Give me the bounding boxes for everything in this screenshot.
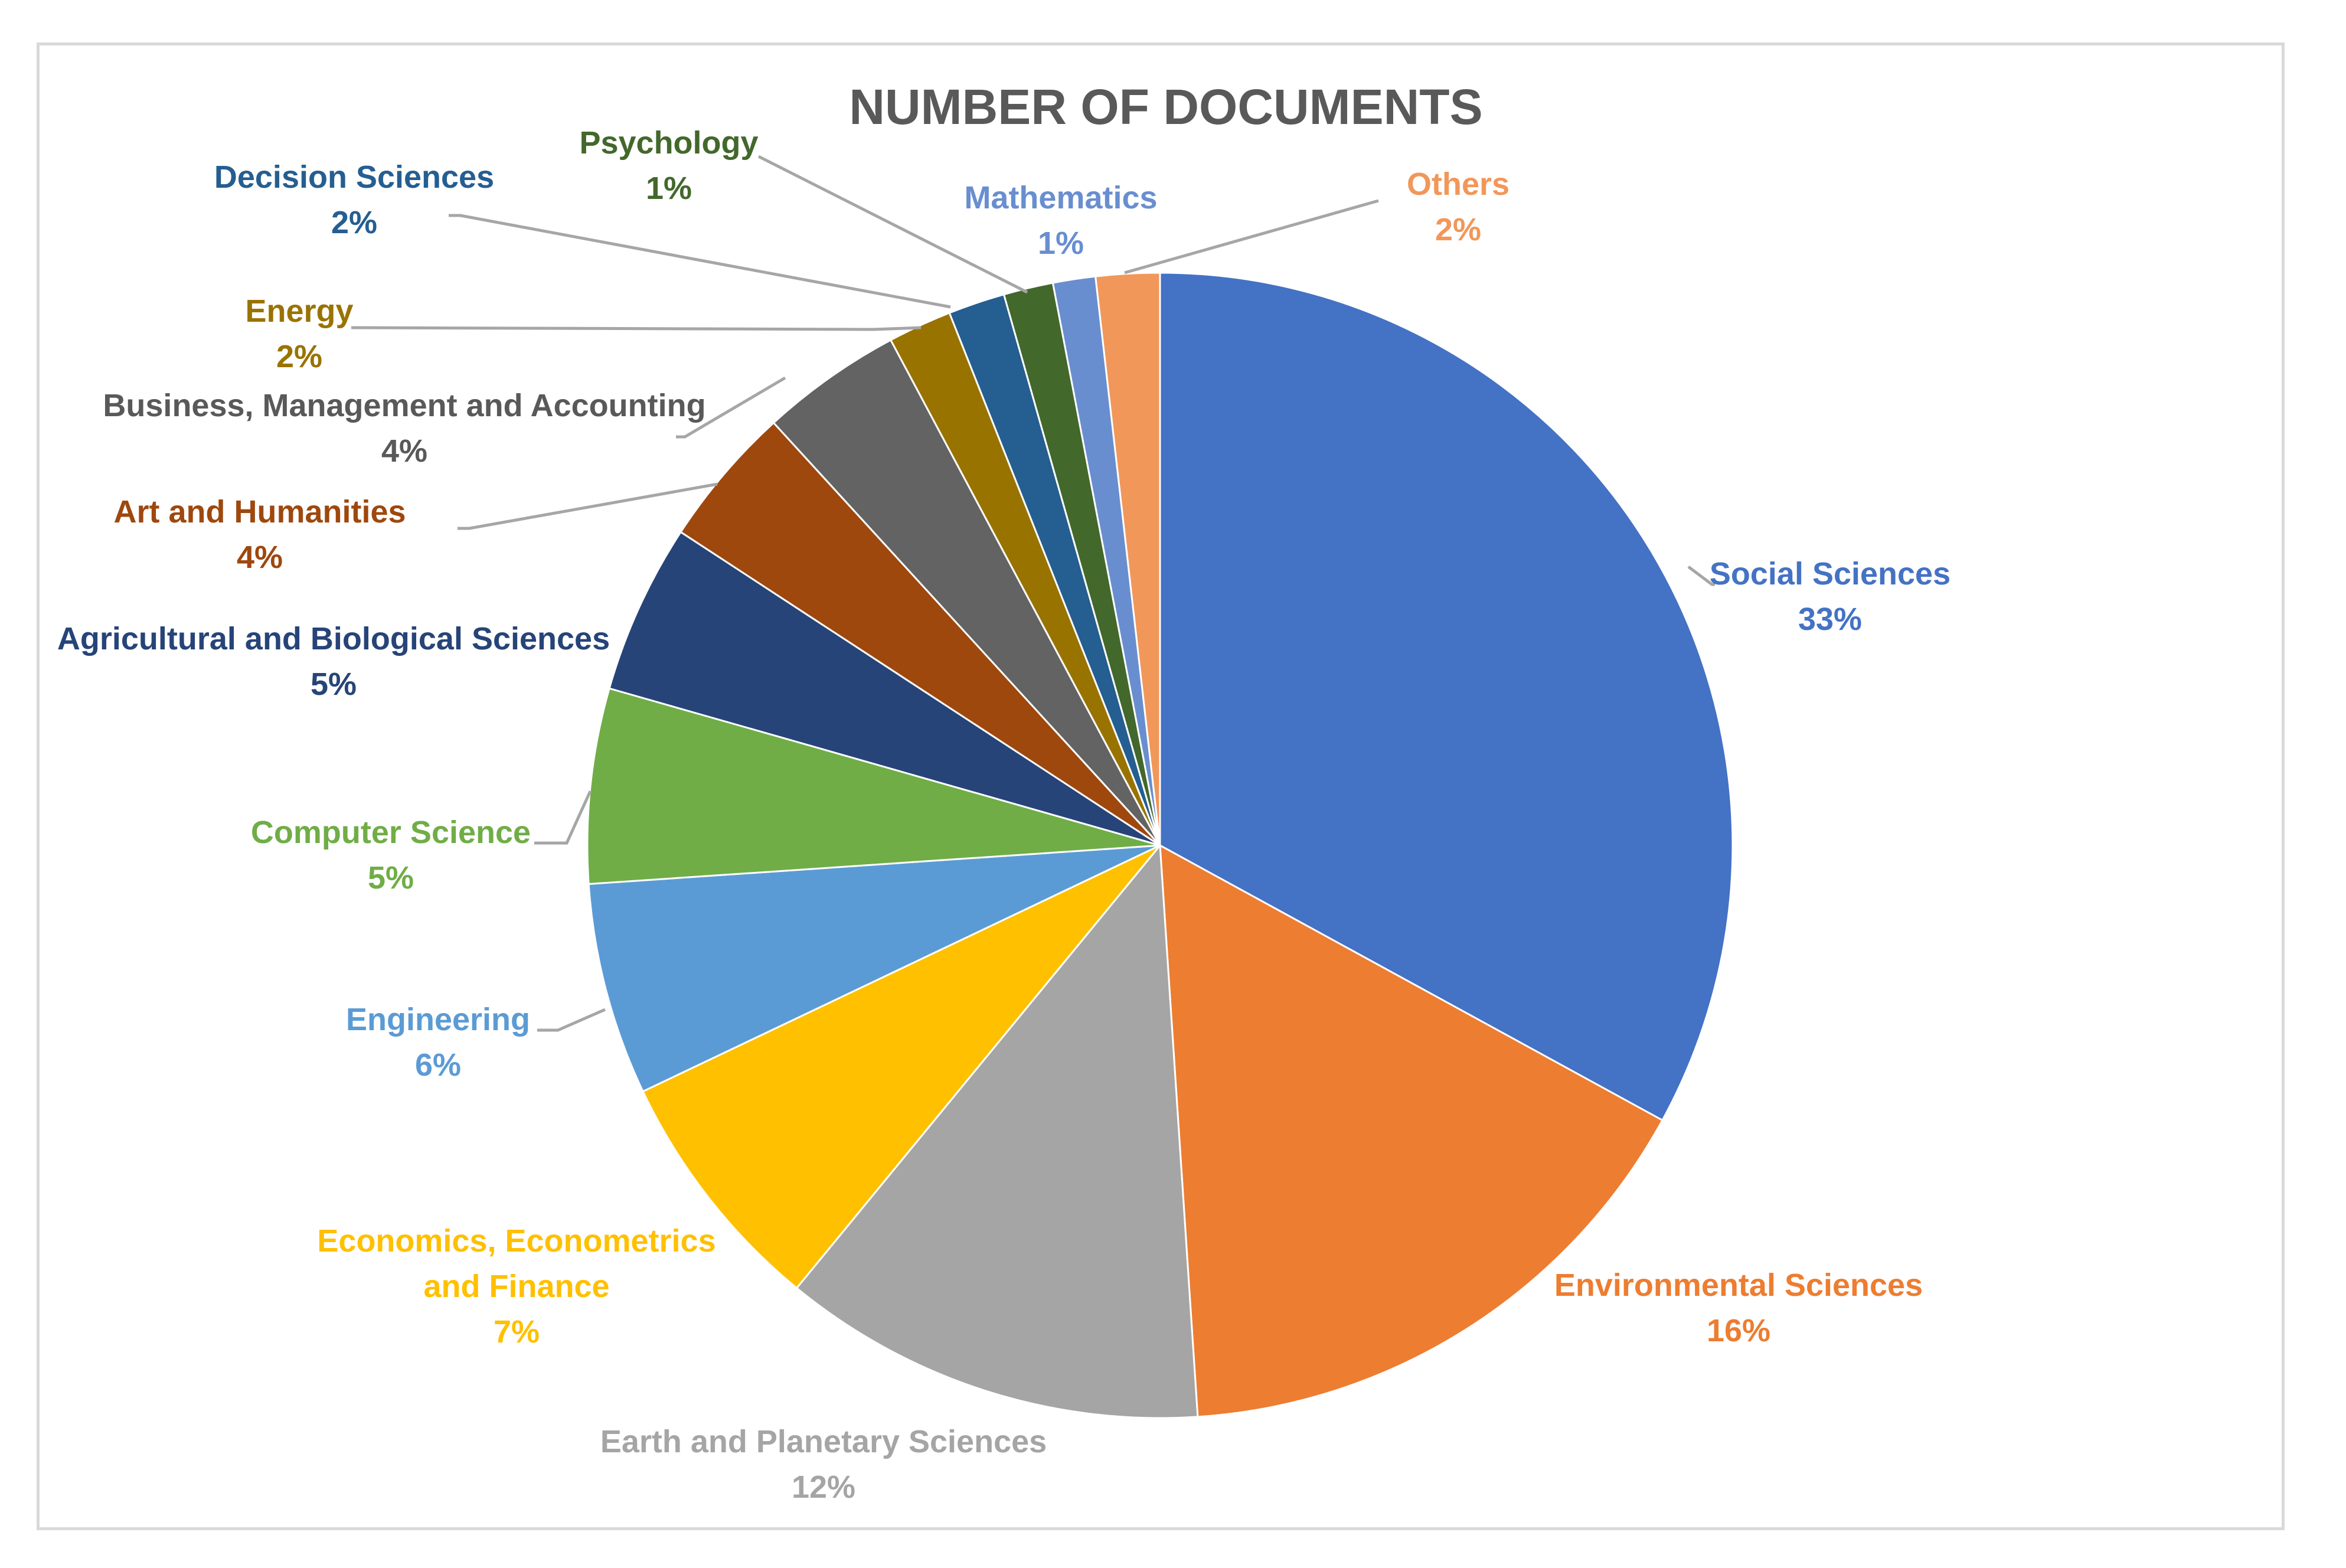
data-label-name: Others [1407, 166, 1509, 202]
data-label-name: Engineering [346, 1002, 530, 1037]
pie-slice-earth-and-planetary-sciences [795, 843, 1199, 1419]
data-label-percent: 16% [1707, 1313, 1770, 1348]
pie-slice-environmental-sciences [1159, 844, 1664, 1418]
data-label-percent: 2% [331, 205, 377, 240]
leader-line [449, 214, 951, 309]
pie-slice-social-sciences [1159, 272, 1734, 1122]
data-label-percent: 4% [381, 433, 427, 469]
data-label-percent: 12% [792, 1469, 855, 1505]
data-label-name: Computer Science [251, 815, 531, 850]
leader-line [351, 326, 922, 331]
pie-slice-others [1094, 272, 1161, 846]
data-label-name: Environmental Sciences [1554, 1268, 1923, 1303]
leader-line [537, 1008, 606, 1032]
leader-line [757, 155, 1028, 294]
data-label-percent: 7% [494, 1314, 540, 1350]
data-label-percent: 5% [368, 860, 414, 896]
data-label-name: Art and Humanities [113, 494, 406, 530]
pie-slice-art-and-humanities [679, 422, 1161, 847]
data-label-name: Decision Sciences [214, 159, 494, 195]
data-label-percent: 33% [1798, 602, 1862, 637]
data-label-percent: 1% [1038, 226, 1084, 261]
data-label-name: Psychology [579, 125, 758, 161]
data-label-name: Agricultural and Biological Sciences [57, 621, 610, 656]
data-label-percent: 5% [311, 667, 357, 702]
leader-line [676, 376, 786, 439]
pie-slice-agricultural-and-biological-sciences [608, 531, 1161, 847]
leader-line [458, 482, 718, 530]
data-label-percent: 6% [415, 1047, 461, 1083]
data-label-name: and Finance [423, 1269, 609, 1304]
data-label-name: Business, Management and Accounting [103, 388, 705, 423]
leader-line [1687, 566, 1715, 586]
chart-title: NUMBER OF DOCUMENTS [849, 79, 1482, 135]
data-label-percent: 4% [237, 540, 283, 575]
data-label-name: Mathematics [964, 180, 1157, 215]
data-label-name: Earth and Planetary Sciences [600, 1424, 1047, 1459]
data-label-percent: 2% [276, 339, 322, 374]
pie-slice-economics-econometrics-and-finance [642, 844, 1161, 1289]
pie-slice-business-management-and-accounting [772, 338, 1161, 847]
leader-line [1124, 199, 1379, 275]
data-label-name: Social Sciences [1710, 556, 1950, 592]
data-label-percent: 1% [646, 171, 692, 206]
pie-slice-engineering [587, 844, 1161, 1093]
data-label-name: Energy [245, 293, 353, 329]
data-label-name: Economics, Econometrics [317, 1223, 715, 1259]
pie-slice-computer-science [586, 687, 1161, 885]
data-label-percent: 2% [1435, 212, 1481, 247]
leader-line [534, 790, 592, 845]
